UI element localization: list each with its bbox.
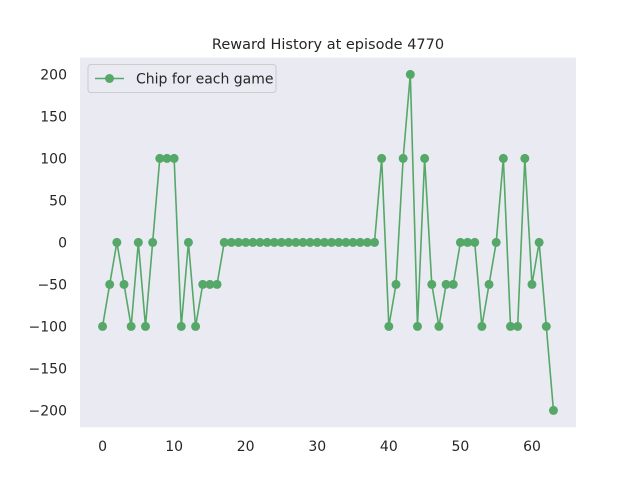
y-tick-label: 200: [40, 67, 67, 83]
data-point: [455, 237, 465, 247]
data-point: [119, 279, 129, 289]
series-layer: [98, 69, 558, 415]
data-point: [398, 153, 408, 163]
data-point: [448, 279, 458, 289]
data-point: [212, 279, 222, 289]
data-point: [391, 279, 401, 289]
data-point: [176, 321, 186, 331]
data-point: [219, 237, 229, 247]
data-point: [112, 237, 122, 247]
data-point: [370, 237, 380, 247]
data-point: [262, 237, 272, 247]
data-point: [312, 237, 322, 247]
data-point: [527, 279, 537, 289]
data-point: [341, 237, 351, 247]
x-tick-label: 60: [523, 439, 541, 455]
data-point: [362, 237, 372, 247]
data-point: [441, 279, 451, 289]
data-point: [298, 237, 308, 247]
data-point: [355, 237, 365, 247]
data-point: [162, 153, 172, 163]
data-point: [248, 237, 258, 247]
data-point: [198, 279, 208, 289]
data-point: [276, 237, 286, 247]
data-point: [534, 237, 544, 247]
data-point: [377, 153, 387, 163]
data-point: [498, 153, 508, 163]
data-point: [405, 69, 415, 79]
y-tick-label: −100: [29, 319, 67, 335]
y-axis: −200 −150 −100 −50 0 50 100 150 200: [29, 67, 67, 419]
data-point: [234, 237, 244, 247]
legend: Chip for each game: [87, 64, 277, 93]
y-tick-label: 50: [49, 193, 67, 209]
data-point: [541, 321, 551, 331]
data-point: [305, 237, 315, 247]
data-point: [133, 237, 143, 247]
x-tick-label: 30: [308, 439, 326, 455]
data-point: [148, 237, 158, 247]
data-point: [434, 321, 444, 331]
data-point: [506, 321, 516, 331]
y-tick-label: −150: [29, 361, 67, 377]
data-point: [412, 321, 422, 331]
data-point: [269, 237, 279, 247]
data-point: [334, 237, 344, 247]
data-point: [183, 237, 193, 247]
legend-label: Chip for each game: [136, 72, 274, 88]
data-point: [491, 237, 501, 247]
chart-title: Reward History at episode 4770: [212, 37, 444, 53]
data-point: [140, 321, 150, 331]
data-point: [463, 237, 473, 247]
x-tick-label: 50: [451, 439, 469, 455]
data-point: [155, 153, 165, 163]
y-tick-label: −200: [29, 403, 67, 419]
legend-box: [87, 64, 277, 93]
y-tick-label: 0: [58, 235, 67, 251]
data-point: [105, 279, 115, 289]
x-tick-label: 20: [237, 439, 255, 455]
data-point: [484, 279, 494, 289]
legend-point-marker: [105, 74, 114, 83]
data-point: [126, 321, 136, 331]
data-point: [348, 237, 358, 247]
data-point: [420, 153, 430, 163]
data-point: [513, 321, 523, 331]
y-tick-label: −50: [37, 277, 67, 293]
data-point: [319, 237, 329, 247]
data-point: [191, 321, 201, 331]
y-tick-label: 100: [40, 151, 67, 167]
data-point: [98, 321, 108, 331]
data-point: [169, 153, 179, 163]
data-point: [241, 237, 251, 247]
data-point: [477, 321, 487, 331]
x-axis: 0 10 20 30 40 50 60: [98, 439, 541, 455]
data-point: [384, 321, 394, 331]
data-point: [427, 279, 437, 289]
x-tick-label: 0: [98, 439, 107, 455]
data-point: [327, 237, 337, 247]
data-point: [548, 405, 558, 415]
x-tick-label: 40: [380, 439, 398, 455]
y-tick-label: 150: [40, 109, 67, 125]
data-point: [284, 237, 294, 247]
data-point: [226, 237, 236, 247]
data-point: [470, 237, 480, 247]
data-point: [520, 153, 530, 163]
data-point: [255, 237, 265, 247]
data-point: [205, 279, 215, 289]
x-tick-label: 10: [165, 439, 183, 455]
data-point: [291, 237, 301, 247]
